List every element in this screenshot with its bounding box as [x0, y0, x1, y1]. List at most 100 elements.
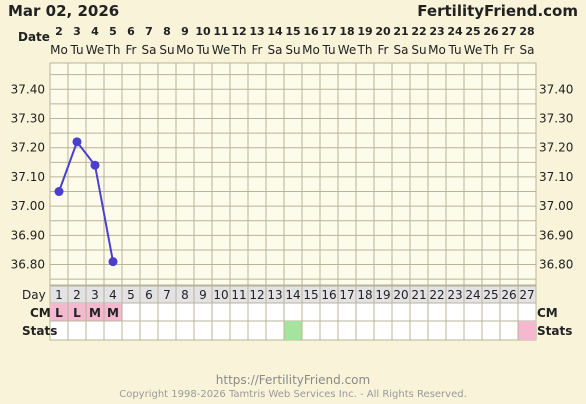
cm-row	[49, 302, 537, 322]
date-number: 7	[145, 25, 153, 38]
weekday-label: Fr	[504, 43, 515, 57]
date-number: 24	[447, 25, 463, 38]
cycle-day-number: 11	[231, 288, 246, 302]
date-number: 2	[55, 25, 63, 38]
date-number: 6	[127, 25, 135, 38]
cm-code: L	[55, 306, 63, 320]
y-tick-label-right: 36.90	[539, 228, 573, 242]
weekday-label: Th	[231, 43, 247, 57]
y-tick-label-right: 37.40	[539, 82, 573, 96]
brand-title: FertilityFriend.com	[417, 2, 578, 20]
cm-cell-filled[interactable]	[86, 303, 104, 321]
y-tick-label-right: 37.20	[539, 141, 573, 155]
weekday-label: Su	[285, 43, 300, 57]
weekday-label: We	[338, 43, 357, 57]
date-number: 17	[321, 25, 336, 38]
cycle-day-number: 24	[465, 288, 480, 302]
stats-mark[interactable]	[284, 321, 302, 340]
date-number: 27	[501, 25, 516, 38]
cycle-day-number: 12	[249, 288, 264, 302]
date-number: 9	[181, 25, 189, 38]
date-number: 14	[267, 25, 283, 38]
cycle-day-number: 22	[429, 288, 444, 302]
weekday-label: Su	[411, 43, 426, 57]
temperature-point[interactable]	[108, 257, 118, 267]
weekday-label: Fr	[378, 43, 389, 57]
y-tick-label-left: 37.00	[11, 199, 45, 213]
weekday-label: Mo	[176, 43, 194, 57]
cm-code: M	[107, 306, 119, 320]
weekday-label: Sa	[142, 43, 157, 57]
cycle-day-number: 23	[447, 288, 462, 302]
date-number: 11	[213, 25, 228, 38]
cycle-day-number: 25	[483, 288, 498, 302]
cycle-day-number: 16	[321, 288, 336, 302]
cycle-day-number: 27	[519, 288, 534, 302]
chart-date-title: Mar 02, 2026	[8, 2, 119, 20]
weekday-label: Th	[357, 43, 373, 57]
date-number: 28	[519, 25, 534, 38]
day-row-label: Day	[22, 288, 46, 302]
cycle-day-number: 4	[109, 288, 117, 302]
weekday-label: Mo	[302, 43, 320, 57]
date-number: 26	[483, 25, 499, 38]
weekday-label: Mo	[428, 43, 446, 57]
cycle-day-number: 18	[357, 288, 372, 302]
temperature-line	[58, 139, 114, 262]
cm-cell-filled[interactable]	[50, 303, 68, 321]
cycle-day-number: 15	[303, 288, 318, 302]
weekday-label: Su	[159, 43, 174, 57]
cycle-day-number: 20	[393, 288, 408, 302]
y-tick-label-right: 37.00	[539, 199, 573, 213]
y-tick-label-right: 36.80	[539, 258, 573, 272]
date-number: 20	[375, 25, 391, 38]
y-tick-label-left: 37.30	[11, 112, 45, 126]
weekday-label: Sa	[268, 43, 283, 57]
cycle-day-number: 10	[213, 288, 228, 302]
date-number: 16	[303, 25, 319, 38]
cycle-day-number: 1	[55, 288, 63, 302]
date-number: 12	[231, 25, 246, 38]
stats-mark[interactable]	[518, 321, 536, 340]
weekday-label: Sa	[394, 43, 409, 57]
date-number: 23	[429, 25, 444, 38]
date-number: 19	[357, 25, 372, 38]
cycle-day-number: 21	[411, 288, 426, 302]
cycle-day-number: 26	[501, 288, 516, 302]
weekday-label: Tu	[195, 43, 209, 57]
date-number: 13	[249, 25, 264, 38]
y-tick-label-left: 36.90	[11, 228, 45, 242]
cycle-day-number: 17	[339, 288, 354, 302]
cm-cell-filled[interactable]	[104, 303, 122, 321]
y-tick-label-left: 37.20	[11, 141, 45, 155]
cycle-day-number: 2	[73, 288, 81, 302]
weekday-label: Sa	[520, 43, 535, 57]
weekday-label: Fr	[252, 43, 263, 57]
weekday-label: Tu	[447, 43, 461, 57]
date-row-label: Date	[18, 30, 50, 44]
temperature-point[interactable]	[54, 187, 64, 197]
date-number: 15	[285, 25, 300, 38]
cycle-day-number: 13	[267, 288, 282, 302]
footer-copyright: Copyright 1998-2026 Tamtris Web Services…	[119, 389, 467, 400]
y-tick-label-left: 37.10	[11, 170, 45, 184]
cycle-day-number: 19	[375, 288, 390, 302]
date-number: 5	[109, 25, 117, 38]
cm-cell-filled[interactable]	[68, 303, 86, 321]
cm-row-label-right: CM	[537, 306, 558, 320]
temperature-point[interactable]	[90, 160, 100, 170]
date-number: 22	[411, 25, 426, 38]
stats-row-label-left: Stats	[22, 324, 57, 338]
date-number: 25	[465, 25, 480, 38]
date-number: 8	[163, 25, 171, 38]
footer-url[interactable]: https://FertilityFriend.com	[215, 373, 371, 387]
stats-row-label-right: Stats	[537, 324, 572, 338]
temperature-point[interactable]	[72, 137, 82, 147]
weekday-label: We	[464, 43, 483, 57]
weekday-label: We	[86, 43, 105, 57]
y-tick-label-left: 37.40	[11, 82, 45, 96]
weekday-label: Tu	[69, 43, 83, 57]
cm-code: M	[89, 306, 101, 320]
cycle-day-number: 5	[127, 288, 135, 302]
